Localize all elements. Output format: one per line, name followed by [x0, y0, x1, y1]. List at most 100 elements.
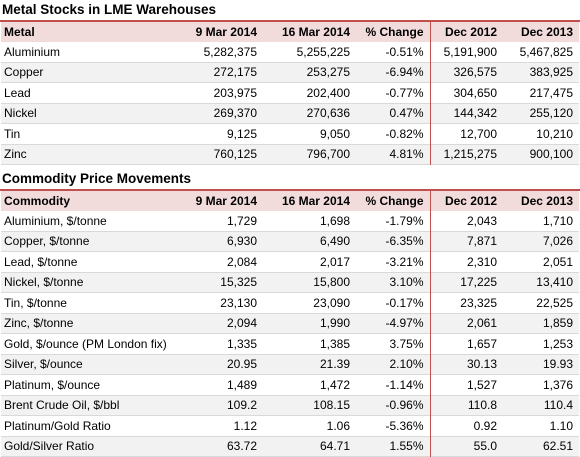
table-cell: 1,489 [226, 377, 257, 392]
table-cell: 1,710 [542, 213, 573, 228]
table-cell: 304,650 [429, 82, 503, 103]
table-cell: 1,527 [429, 374, 503, 395]
table-cell: 55.0 [429, 436, 503, 457]
table-cell: 2,061 [429, 313, 503, 334]
header-cell: 9 Mar 2014 [195, 194, 257, 208]
row-label: Platinum, $/ounce [4, 377, 101, 392]
row-label: Copper, $/tonne [4, 234, 90, 249]
row-label: Platinum/Gold Ratio [4, 418, 111, 433]
table-cell: 17,225 [429, 272, 503, 293]
table-cell: 383,925 [529, 65, 573, 80]
table-row: Nickel, $/tonne 15,325 15,800 3.10% 17,225 13… [1, 272, 579, 293]
row-label: Copper [4, 65, 44, 80]
table-cell: 1,472 [319, 377, 350, 392]
table-cell: 7,871 [429, 231, 503, 252]
table-cell: 64.71 [319, 439, 350, 454]
header-cell: Dec 2012 [429, 191, 503, 211]
row-label: Tin, $/tonne [4, 295, 67, 310]
row-label: Tin [4, 126, 21, 141]
table-cell: 3.10% [389, 275, 424, 290]
table-cell: 23,090 [313, 295, 350, 310]
table-row: Zinc 760,125 796,700 4.81% 1,215,275 900,100 [1, 144, 579, 165]
table-cell: -0.82% [385, 126, 424, 141]
table-cell: 110.4 [543, 398, 573, 413]
header-cell: 16 Mar 2014 [281, 194, 350, 208]
table-cell: -0.17% [385, 295, 424, 310]
table-cell: 2,310 [429, 251, 503, 272]
table-row: Aluminium 5,282,375 5,255,225 -0.51% 5,191,9… [1, 42, 579, 62]
table-row: Gold/Silver Ratio 63.72 64.71 1.55% 55.0 62.5… [1, 436, 579, 457]
table-cell: 23,130 [220, 295, 257, 310]
table-cell: 0.47% [389, 106, 424, 121]
table-cell: -6.35% [385, 234, 424, 249]
header-cell: Metal [4, 25, 35, 39]
header-cell: Commodity [4, 194, 70, 208]
table-cell: 272,175 [213, 65, 257, 80]
row-label: Aluminium, $/tonne [4, 213, 107, 228]
table-row: Tin 9,125 9,050 -0.82% 12,700 10,210 [1, 123, 579, 144]
table-cell: 796,700 [306, 147, 350, 162]
table-cell: 1.10 [549, 418, 573, 433]
table-cell: 1,385 [319, 336, 350, 351]
header-cell: Dec 2013 [520, 194, 573, 208]
table-cell: 2,043 [429, 211, 503, 231]
table-cell: -5.36% [385, 418, 424, 433]
table-cell: 21.39 [319, 357, 350, 372]
table-cell: 9,050 [319, 126, 350, 141]
header-cell: % Change [365, 25, 424, 39]
table-cell: 217,475 [529, 85, 573, 100]
table-cell: 22,525 [536, 295, 573, 310]
header-cell: % Change [365, 194, 424, 208]
table-row: Zinc, $/tonne 2,094 1,990 -4.97% 2,061 1,859 [1, 313, 579, 334]
table-row: Copper, $/tonne 6,930 6,490 -6.35% 7,871 7,02… [1, 231, 579, 252]
table-cell: 30.13 [429, 354, 503, 375]
row-label: Gold, $/ounce (PM London fix) [4, 336, 167, 351]
row-label: Zinc [4, 147, 27, 162]
table-cell: 23,325 [429, 292, 503, 313]
table-cell: 2,017 [319, 254, 350, 269]
table-cell: 270,636 [306, 106, 350, 121]
stocks-title: Metal Stocks in LME Warehouses [2, 2, 217, 17]
table-cell: -0.96% [385, 398, 424, 413]
table-cell: 108.15 [313, 398, 350, 413]
table-cell: 1,859 [542, 316, 573, 331]
table-row: Platinum/Gold Ratio 1.12 1.06 -5.36% 0.92 1.1… [1, 415, 579, 436]
table-row: Brent Crude Oil, $/bbl 109.2 108.15 -0.96% 1… [1, 395, 579, 416]
table-cell: 1,335 [226, 336, 257, 351]
row-label: Aluminium [4, 44, 61, 59]
table-cell: 1,729 [226, 213, 257, 228]
table-cell: 1,657 [429, 333, 503, 354]
table-cell: 6,930 [226, 234, 257, 249]
table-cell: 10,210 [536, 126, 573, 141]
table-cell: 202,400 [306, 85, 350, 100]
table-cell: 5,467,825 [519, 44, 573, 59]
prices-body: Aluminium, $/tonne 1,729 1,698 -1.79% 2,043 1… [1, 211, 579, 457]
stocks-header-row: Metal 9 Mar 2014 16 Mar 2014 % Change De… [1, 22, 579, 42]
table-cell: 4.81% [389, 147, 424, 162]
table-cell: 109.2 [226, 398, 257, 413]
row-label: Zinc, $/tonne [4, 316, 74, 331]
table-cell: 9,125 [226, 126, 257, 141]
table-cell: -1.14% [385, 377, 424, 392]
prices-title: Commodity Price Movements [2, 171, 192, 186]
header-cell: Dec 2013 [520, 25, 573, 39]
table-cell: 1,376 [542, 377, 573, 392]
table-cell: 900,100 [529, 147, 573, 162]
table-cell: 203,975 [213, 85, 257, 100]
prices-title-rule [0, 189, 580, 191]
table-cell: 3.75% [389, 336, 424, 351]
table-cell: 6,490 [319, 234, 350, 249]
row-label: Brent Crude Oil, $/bbl [4, 398, 120, 413]
table-row: Gold, $/ounce (PM London fix) 1,335 1,385 3… [1, 333, 579, 354]
table-cell: 269,370 [213, 106, 257, 121]
row-label: Nickel, $/tonne [4, 275, 84, 290]
row-label: Lead [4, 85, 31, 100]
table-cell: -0.77% [385, 85, 424, 100]
table-cell: 2.10% [389, 357, 424, 372]
table-cell: 19.93 [542, 357, 573, 372]
table-row: Platinum, $/ounce 1,489 1,472 -1.14% 1,527 1,… [1, 374, 579, 395]
table-row: Silver, $/ounce 20.95 21.39 2.10% 30.13 19.93 [1, 354, 579, 375]
table-row: Nickel 269,370 270,636 0.47% 144,342 255,120 [1, 103, 579, 124]
table-cell: 63.72 [226, 439, 257, 454]
